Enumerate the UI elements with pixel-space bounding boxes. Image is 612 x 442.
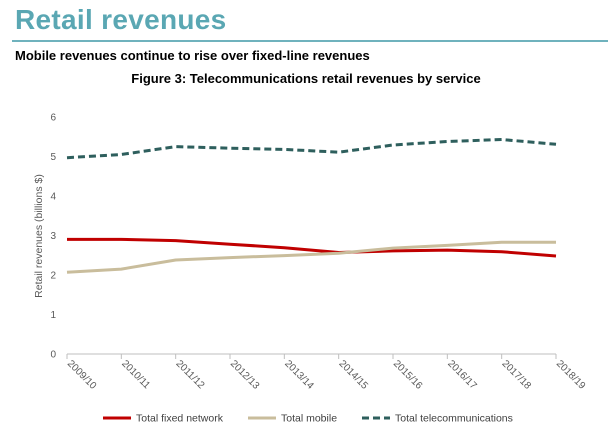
series-line-total-mobile — [66, 240, 556, 274]
page-subtitle: Mobile revenues continue to rise over fi… — [15, 48, 370, 63]
legend-label: Total fixed network — [136, 413, 224, 425]
y-tick-label: 4 — [50, 192, 56, 203]
y-axis: 0 1 2 3 4 5 6 — [50, 113, 56, 361]
x-tick-label: 2017/18 — [500, 358, 534, 392]
legend: Total fixed network Total mobile Total tel… — [103, 413, 513, 425]
y-tick-label: 0 — [50, 350, 56, 361]
x-tick-label: 2013/14 — [282, 358, 316, 392]
series-line-total-fixed-network — [67, 237, 557, 258]
y-tick-label: 5 — [50, 152, 56, 163]
x-tick-label: 2014/15 — [337, 358, 371, 392]
y-tick-label: 3 — [50, 231, 56, 242]
x-tick-label: 2009/10 — [65, 358, 99, 392]
legend-label: Total telecommunications — [395, 413, 513, 425]
y-tick-label: 1 — [50, 310, 56, 321]
x-tick-label: 2018/19 — [554, 358, 588, 392]
y-axis-title: Retail revenues (billions $) — [33, 174, 45, 298]
chart-title: Figure 3: Telecommunications retail reve… — [131, 71, 481, 86]
x-tick-label: 2010/11 — [119, 358, 152, 391]
page-title: Retail revenues — [15, 4, 227, 35]
y-tick-label: 2 — [50, 271, 56, 282]
title-divider — [12, 40, 608, 42]
series-line-total-telecommunications — [66, 138, 557, 160]
legend-label: Total mobile — [281, 413, 337, 425]
x-tick-label: 2016/17 — [445, 358, 479, 392]
x-tick-label: 2012/13 — [228, 358, 262, 392]
x-tick-label: 2011/12 — [174, 358, 207, 391]
x-tick-label: 2015/16 — [391, 358, 425, 392]
y-tick-label: 6 — [50, 113, 56, 124]
x-axis: 2009/10 2010/11 2011/12 2012/13 2013/14 2014/… — [65, 353, 588, 392]
series-lines — [66, 138, 557, 274]
